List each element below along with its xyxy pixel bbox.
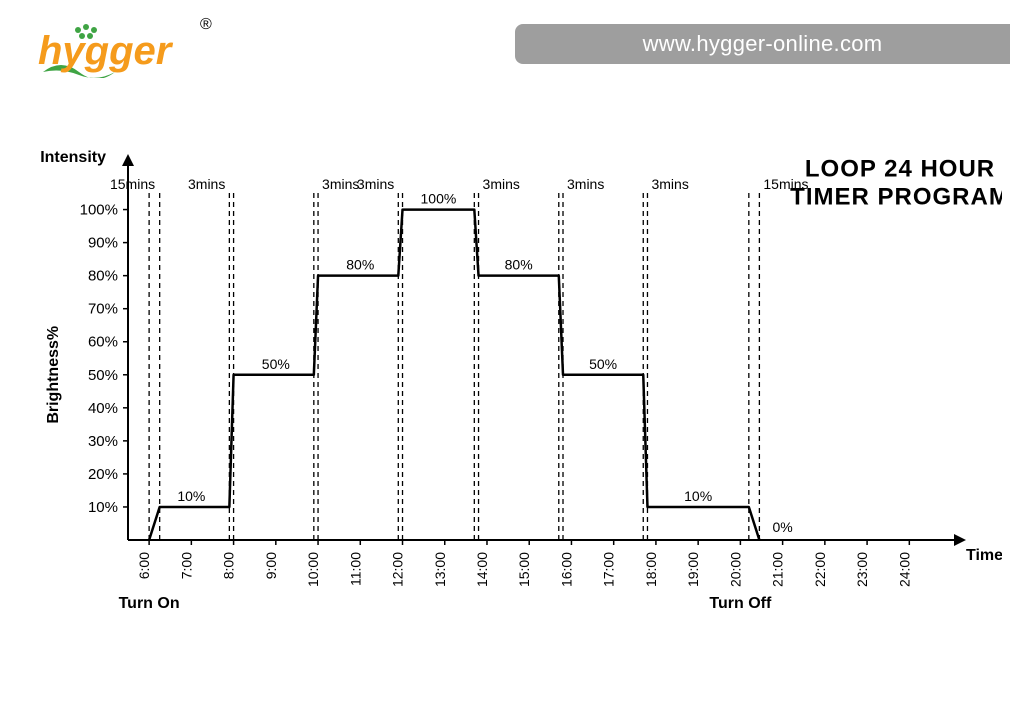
y-tick-label: 60%	[88, 334, 118, 351]
y-tick-label: 100%	[80, 202, 118, 219]
plateau-label: 50%	[262, 356, 290, 372]
plateau-label: 100%	[421, 191, 457, 207]
y-tick-label: 20%	[88, 466, 118, 483]
x-tick-label: 22:00	[812, 552, 828, 587]
transition-label: 15mins	[110, 176, 155, 192]
x-tick-label: 19:00	[685, 552, 701, 587]
y-axis-label: Brightness%	[45, 326, 62, 424]
x-tick-label: 14:00	[474, 552, 490, 587]
y-tick-label: 30%	[88, 433, 118, 450]
transition-label: 15mins	[763, 176, 808, 192]
plateau-label: 10%	[684, 488, 712, 504]
transition-label: 3mins	[322, 176, 359, 192]
x-tick-label: 23:00	[854, 552, 870, 587]
intensity-line	[149, 210, 759, 540]
transition-label: 3mins	[567, 176, 604, 192]
chart-title-2: TIMER PROGRAM	[790, 184, 1002, 211]
plateau-label: 50%	[589, 356, 617, 372]
transition-label: 3mins	[651, 176, 688, 192]
transition-label: 3mins	[357, 176, 394, 192]
url-banner: www.hygger-online.com	[515, 24, 1010, 64]
y-tick-label: 70%	[88, 301, 118, 318]
turn-on-label: Turn On	[119, 595, 180, 612]
y-tick-label: 90%	[88, 235, 118, 252]
x-tick-label: 12:00	[390, 552, 406, 587]
plateau-label: 80%	[505, 257, 533, 273]
x-tick-label: 11:00	[347, 552, 363, 586]
y-tick-label: 10%	[88, 499, 118, 516]
x-tick-label: 7:00	[178, 552, 194, 579]
x-tick-label: 21:00	[770, 552, 786, 587]
plateau-label: 10%	[177, 488, 205, 504]
timer-program-chart: 10% 20% 30% 40% 50% 60% 70% 80% 90% 100% 6:00 7:00 8…	[30, 150, 1002, 630]
x-tick-label: 18:00	[643, 552, 659, 587]
x-tick-label: 9:00	[263, 552, 279, 579]
x-axis-label: Time	[966, 547, 1002, 564]
brand-logo: hygger	[38, 22, 218, 78]
transition-label: 3mins	[188, 176, 225, 192]
x-tick-label: 24:00	[896, 552, 912, 587]
y-tick-label: 50%	[88, 367, 118, 384]
x-tick-label: 16:00	[558, 552, 574, 587]
transition-label: 3mins	[483, 176, 520, 192]
registered-mark: ®	[200, 16, 212, 34]
x-tick-label: 8:00	[221, 552, 237, 579]
x-tick-label: 17:00	[601, 552, 617, 587]
x-tick-label: 15:00	[516, 552, 532, 587]
plateau-label: 80%	[346, 257, 374, 273]
y-axis-title: Intensity	[40, 150, 106, 166]
y-tick-label: 80%	[88, 268, 118, 285]
zero-label: 0%	[773, 519, 793, 535]
y-tick-label: 40%	[88, 400, 118, 417]
chart-title-1: LOOP 24 HOUR	[805, 156, 995, 183]
x-tick-label: 6:00	[136, 552, 152, 579]
logo-text: hygger	[38, 29, 174, 73]
x-tick-label: 13:00	[432, 552, 448, 587]
x-tick-label: 10:00	[305, 552, 321, 587]
turn-off-label: Turn Off	[709, 595, 772, 612]
x-tick-label: 20:00	[727, 552, 743, 587]
